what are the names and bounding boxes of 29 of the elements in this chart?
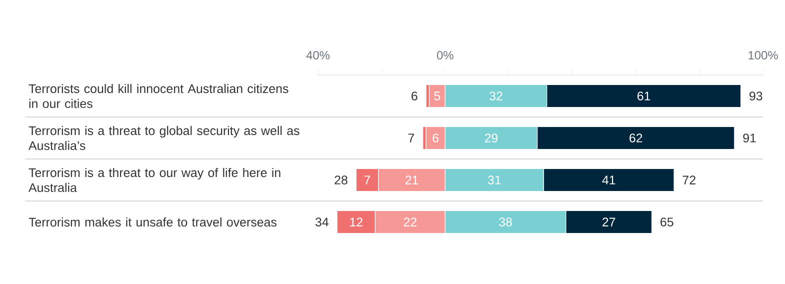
data-label: 22 <box>404 218 416 226</box>
data-label: 61 <box>638 92 650 100</box>
annotation: 72 <box>682 176 696 184</box>
annotation: 91 <box>743 134 756 142</box>
data-label: 29 <box>484 134 498 142</box>
x-tick-label: 40% <box>306 51 330 60</box>
y-tick-label: Terrorism makes it unsafe to travel overseas <box>28 217 276 227</box>
y-tick-label: Terrorists could kill innocent Australian citizens in our cities <box>28 84 288 108</box>
data-label: 32 <box>490 92 502 100</box>
annotation: 6 <box>412 92 418 100</box>
data-label: 31 <box>488 176 501 184</box>
annotation: 93 <box>750 92 762 100</box>
y-tick-label: Terrorism is a threat to our way of life here in Australia <box>28 168 280 192</box>
data-label: 27 <box>602 218 616 226</box>
annotation: 34 <box>315 218 329 226</box>
annotation: 65 <box>660 218 674 226</box>
data-label: 21 <box>405 176 418 184</box>
data-label: 62 <box>630 134 642 142</box>
data-label: 41 <box>602 176 616 184</box>
data-label: 12 <box>350 218 362 226</box>
annotation: 7 <box>408 134 414 142</box>
data-label: 5 <box>434 92 440 100</box>
data-label: 7 <box>364 176 370 184</box>
data-label: 6 <box>432 134 439 142</box>
data-label: 38 <box>499 218 512 226</box>
y-tick-label: Terrorism is a threat to global security as well as Australia’s <box>28 126 300 150</box>
annotation: 28 <box>334 176 348 184</box>
x-tick-label: 100% <box>748 51 778 60</box>
x-tick-label: 0% <box>436 51 454 60</box>
